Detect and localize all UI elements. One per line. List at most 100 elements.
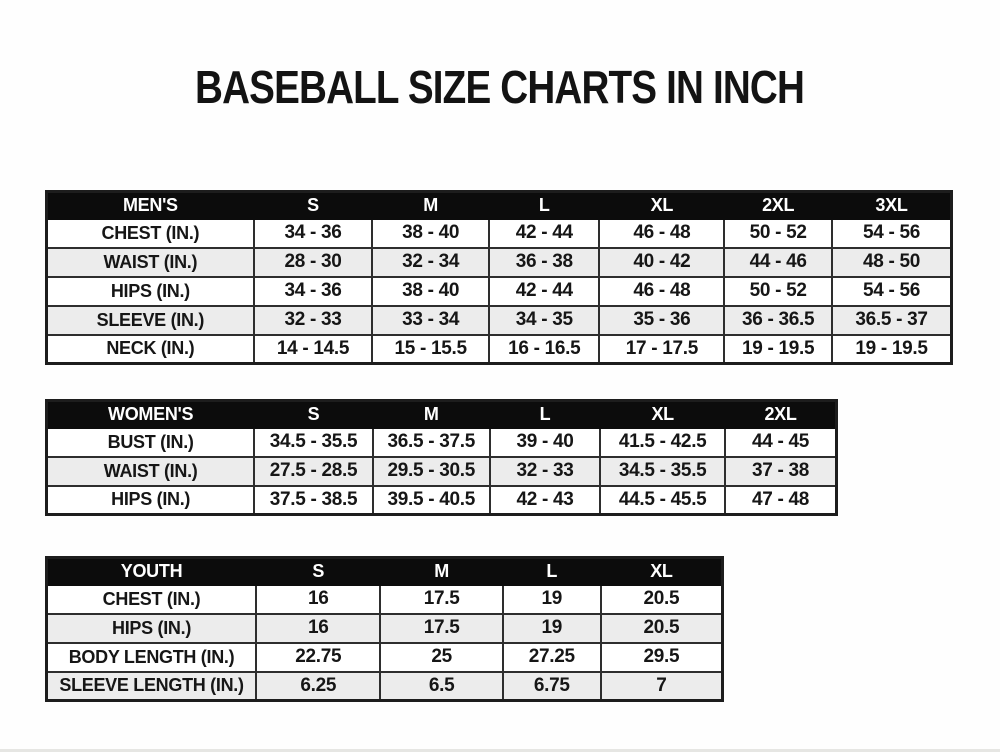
- size-column-header: 2XL: [723, 190, 833, 220]
- size-value: 41.5 - 42.5: [599, 426, 727, 458]
- table-row: BUST (IN.) 34.5 - 35.5 36.5 - 37.5 39 - 40 4…: [45, 426, 838, 458]
- size-value: 20.5: [599, 612, 724, 644]
- table-row: NECK (IN.) 14 - 14.5 15 - 15.5 16 - 16.5 17 …: [45, 333, 953, 365]
- size-column-header: XL: [598, 190, 726, 220]
- size-value: 28 - 30: [252, 246, 374, 278]
- size-value: 34 - 36: [252, 275, 374, 307]
- size-value: 48 - 50: [830, 246, 953, 278]
- size-value: 44 - 45: [724, 426, 838, 458]
- size-value: 16: [255, 583, 382, 615]
- size-column-header: M: [371, 399, 491, 429]
- size-value: 7: [599, 670, 724, 702]
- size-column-header: L: [488, 190, 601, 220]
- scan-edge-artifact: [0, 749, 1000, 752]
- size-value: 37.5 - 38.5: [253, 484, 374, 516]
- size-value: 19: [501, 612, 602, 644]
- size-value: 29.5 - 30.5: [371, 455, 491, 487]
- table-header-row: YOUTH S M L XL: [45, 556, 724, 586]
- size-value: 6.5: [379, 670, 504, 702]
- size-value: 39.5 - 40.5: [371, 484, 491, 516]
- size-column-header: L: [488, 399, 602, 429]
- table-row: CHEST (IN.) 16 17.5 19 20.5: [45, 583, 724, 615]
- size-value: 27.25: [501, 641, 602, 673]
- size-column-header: S: [255, 556, 382, 586]
- size-column-header: XL: [599, 556, 724, 586]
- size-value: 19: [501, 583, 602, 615]
- measurement-label: HIPS (IN.): [45, 275, 255, 307]
- size-value: 50 - 52: [723, 275, 833, 307]
- size-value: 25: [379, 641, 504, 673]
- measurement-label: NECK (IN.): [45, 333, 255, 365]
- table-row: HIPS (IN.) 16 17.5 19 20.5: [45, 612, 724, 644]
- size-value: 54 - 56: [830, 275, 953, 307]
- size-value: 46 - 48: [598, 275, 726, 307]
- size-column-header: 2XL: [724, 399, 838, 429]
- size-value: 42 - 44: [488, 217, 601, 249]
- size-column-header: L: [501, 556, 602, 586]
- page-title: BASEBALL SIZE CHARTS IN INCH: [195, 61, 805, 113]
- table-row: HIPS (IN.) 37.5 - 38.5 39.5 - 40.5 42 - 43 4…: [45, 484, 838, 516]
- table-title-cell: WOMEN'S: [45, 399, 256, 429]
- table-row: WAIST (IN.) 27.5 - 28.5 29.5 - 30.5 32 - 33…: [45, 455, 838, 487]
- size-column-header: M: [371, 190, 491, 220]
- measurement-label: SLEEVE LENGTH (IN.): [45, 670, 258, 702]
- size-value: 17.5: [379, 583, 504, 615]
- size-value: 38 - 40: [371, 275, 491, 307]
- table-row: WAIST (IN.) 28 - 30 32 - 34 36 - 38 40 - 42 4…: [45, 246, 953, 278]
- size-value: 32 - 33: [252, 304, 374, 336]
- size-value: 36.5 - 37.5: [371, 426, 491, 458]
- measurement-label: WAIST (IN.): [45, 246, 255, 278]
- size-value: 20.5: [599, 583, 724, 615]
- size-value: 32 - 34: [371, 246, 491, 278]
- youth-size-table: YOUTH S M L XL CHEST (IN.) 16 17.5 19 20.5 HIPS (I…: [45, 556, 724, 702]
- table-row: SLEEVE (IN.) 32 - 33 33 - 34 34 - 35 35 - 36…: [45, 304, 953, 336]
- size-value: 39 - 40: [488, 426, 602, 458]
- size-value: 16 - 16.5: [488, 333, 601, 365]
- size-value: 35 - 36: [598, 304, 726, 336]
- measurement-label: BODY LENGTH (IN.): [45, 641, 258, 673]
- size-value: 50 - 52: [723, 217, 833, 249]
- size-value: 15 - 15.5: [371, 333, 491, 365]
- size-value: 42 - 44: [488, 275, 601, 307]
- table-header-row: MEN'S S M L XL 2XL 3XL: [45, 190, 953, 220]
- size-value: 14 - 14.5: [252, 333, 374, 365]
- size-value: 42 - 43: [488, 484, 602, 516]
- size-value: 34.5 - 35.5: [253, 426, 374, 458]
- table-header-row: WOMEN'S S M L XL 2XL: [45, 399, 838, 429]
- page-title-wrap: BASEBALL SIZE CHARTS IN INCH: [0, 60, 1000, 114]
- size-value: 40 - 42: [598, 246, 726, 278]
- size-value: 36.5 - 37: [830, 304, 953, 336]
- size-value: 34.5 - 35.5: [599, 455, 727, 487]
- mens-size-table: MEN'S S M L XL 2XL 3XL CHEST (IN.) 34 - 36 38 - 4…: [45, 190, 953, 365]
- size-value: 54 - 56: [830, 217, 953, 249]
- size-value: 19 - 19.5: [723, 333, 833, 365]
- size-value: 16: [255, 612, 382, 644]
- size-value: 29.5: [599, 641, 724, 673]
- size-value: 37 - 38: [724, 455, 838, 487]
- size-value: 32 - 33: [488, 455, 602, 487]
- size-value: 6.75: [501, 670, 602, 702]
- size-column-header: 3XL: [830, 190, 953, 220]
- table-row: CHEST (IN.) 34 - 36 38 - 40 42 - 44 46 - 48 5…: [45, 217, 953, 249]
- size-value: 36 - 36.5: [723, 304, 833, 336]
- size-value: 17.5: [379, 612, 504, 644]
- measurement-label: BUST (IN.): [45, 426, 256, 458]
- size-column-header: S: [253, 399, 374, 429]
- size-value: 34 - 36: [252, 217, 374, 249]
- size-value: 44.5 - 45.5: [599, 484, 727, 516]
- womens-size-table: WOMEN'S S M L XL 2XL BUST (IN.) 34.5 - 35.5 36.5…: [45, 399, 838, 516]
- measurement-label: WAIST (IN.): [45, 455, 256, 487]
- size-value: 22.75: [255, 641, 382, 673]
- measurement-label: SLEEVE (IN.): [45, 304, 255, 336]
- table-title-cell: MEN'S: [45, 190, 255, 220]
- size-value: 47 - 48: [724, 484, 838, 516]
- table-row: BODY LENGTH (IN.) 22.75 25 27.25 29.5: [45, 641, 724, 673]
- size-value: 44 - 46: [723, 246, 833, 278]
- size-value: 19 - 19.5: [830, 333, 953, 365]
- size-value: 34 - 35: [488, 304, 601, 336]
- measurement-label: CHEST (IN.): [45, 583, 258, 615]
- size-value: 27.5 - 28.5: [253, 455, 374, 487]
- size-column-header: M: [379, 556, 504, 586]
- size-value: 6.25: [255, 670, 382, 702]
